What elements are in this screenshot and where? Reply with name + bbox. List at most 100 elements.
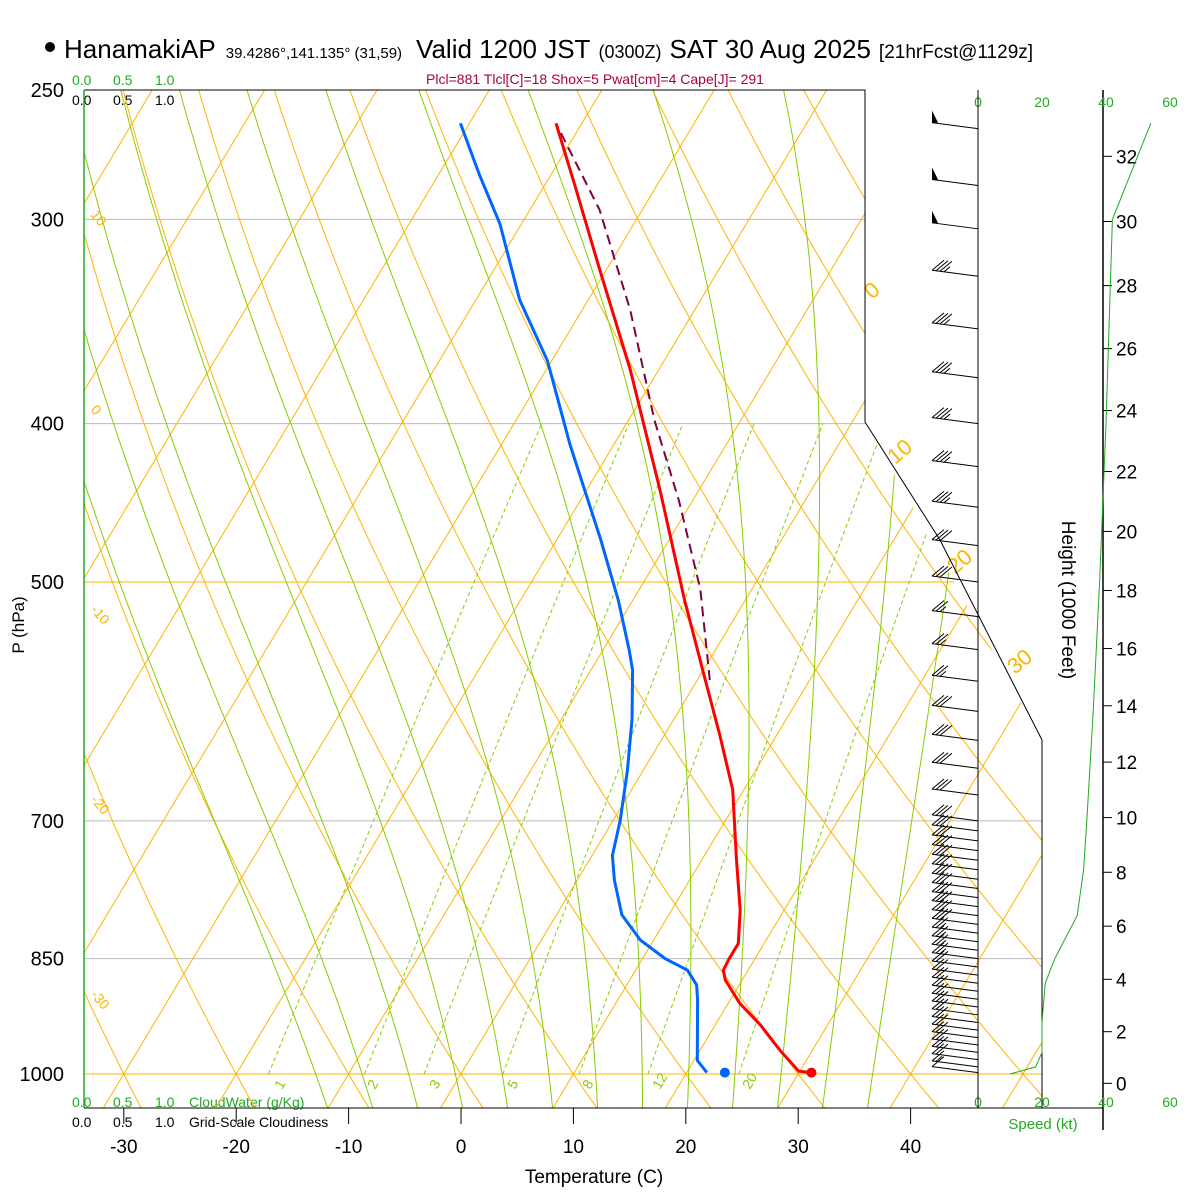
- cloud-top-green-2: 1.0: [155, 72, 175, 88]
- moist-adiabat-line: [171, 90, 509, 1108]
- barb-feather: [935, 899, 949, 911]
- moist-adiabat-line: [315, 90, 599, 1108]
- wind-barb: [931, 1006, 979, 1023]
- barb-feather: [935, 1043, 949, 1055]
- mixing-ratio-label: 8: [579, 1077, 597, 1092]
- barb-feather: [931, 361, 945, 373]
- height-tick-label: 0: [1116, 1074, 1127, 1095]
- station-coords: 39.4286°,141.135° (31,59): [226, 45, 402, 62]
- barb-feather: [939, 882, 953, 894]
- barb-half-feather: [939, 639, 947, 646]
- barb-staff: [931, 704, 979, 712]
- dry-adiabat-line: [0, 61, 27, 1109]
- wind-barb: [931, 804, 979, 822]
- barb-half-feather: [943, 413, 951, 420]
- height-tick-label: 4: [1116, 970, 1127, 991]
- dry-adiabat-line: [488, 90, 1042, 1108]
- mixing-ratio-line: [364, 423, 630, 1075]
- barb-staff: [931, 814, 979, 822]
- wind-barb: [931, 565, 979, 583]
- barb-staff: [931, 844, 979, 852]
- barb-staff: [931, 935, 979, 943]
- speed-tick-top: 60: [1162, 94, 1178, 110]
- height-tick-label: 30: [1116, 213, 1137, 234]
- wind-barb: [931, 600, 979, 618]
- barb-feather: [931, 633, 945, 645]
- barb-feather: [931, 407, 945, 418]
- barb-feather: [935, 695, 949, 707]
- barb-feather: [931, 998, 945, 1010]
- barb-staff: [931, 900, 979, 908]
- temp-tick-label: 10: [563, 1137, 584, 1158]
- wind-barb: [931, 361, 979, 379]
- mixing-ratio-label: 3: [426, 1077, 444, 1092]
- barb-feather: [939, 408, 953, 419]
- wind-barb: [931, 633, 979, 651]
- wind-barb: [931, 259, 979, 277]
- barb-feather: [931, 916, 945, 928]
- speed-axis-label: Speed (kt): [1008, 1116, 1077, 1133]
- barb-feather: [939, 725, 953, 736]
- barb-feather: [935, 998, 949, 1010]
- x-axis-label: Temperature (C): [525, 1167, 663, 1188]
- cloud-top-black-2: 1.0: [155, 92, 175, 108]
- barb-feather: [939, 891, 953, 903]
- wind-barb: [931, 982, 979, 1000]
- barb-feather: [935, 942, 949, 954]
- wind-barb: [931, 1028, 979, 1046]
- barb-staff: [931, 1023, 979, 1031]
- dry-adiabat-label: 20: [942, 544, 977, 579]
- temp-tick-label: -10: [335, 1137, 362, 1158]
- cloud-top-green-0: 0.0: [72, 72, 92, 88]
- barb-staff: [931, 1008, 979, 1016]
- height-axis-label: Height (1000 Feet): [1057, 521, 1078, 679]
- barb-staff: [931, 960, 979, 968]
- barb-feather: [931, 1021, 945, 1032]
- barb-feather: [935, 633, 949, 645]
- barb-staff: [931, 788, 979, 796]
- height-tick-label: 8: [1116, 863, 1127, 884]
- moist-adiabat-line: [84, 90, 329, 1108]
- wind-barb: [931, 966, 979, 984]
- barb-feather: [935, 951, 949, 962]
- wind-barb: [931, 529, 979, 547]
- barb-staff: [931, 881, 979, 889]
- wind-barb: [931, 958, 979, 976]
- moist-adiabat-line: [643, 90, 750, 1108]
- height-tick-label: 24: [1116, 402, 1138, 423]
- background-lines: [0, 61, 1042, 1109]
- height-tick-label: 2: [1116, 1023, 1127, 1044]
- dry-adiabat-line: [339, 90, 940, 1108]
- barb-staff: [931, 926, 979, 934]
- barb-feather: [931, 908, 945, 919]
- height-tick-label: 12: [1116, 753, 1137, 774]
- barb-feather: [935, 260, 949, 272]
- barb-staff: [931, 1053, 979, 1061]
- barb-feather: [935, 925, 949, 937]
- wind-barb: [931, 210, 979, 230]
- barb-feather: [939, 752, 953, 764]
- barb-staff: [931, 1015, 979, 1023]
- speed-tick-bottom: 60: [1162, 1094, 1178, 1110]
- barb-feather: [939, 362, 953, 374]
- barb-feather: [935, 665, 949, 677]
- wind-barb: [931, 933, 979, 951]
- mixing-ratio-line: [578, 423, 824, 1075]
- temp-tick-label: -30: [110, 1137, 137, 1158]
- wind-barb: [931, 724, 979, 741]
- barb-half-feather: [935, 1055, 943, 1062]
- wind-barb: [931, 407, 979, 425]
- barb-feather: [931, 1050, 945, 1062]
- moist-adiabat-line: [84, 90, 419, 1108]
- wind-barb: [931, 1035, 979, 1053]
- mixing-ratio-line: [738, 423, 967, 1075]
- barb-feather: [935, 1014, 949, 1025]
- barb-feather: [931, 1035, 945, 1047]
- barb-staff: [931, 917, 979, 925]
- barb-feather: [935, 450, 949, 462]
- wind-barb: [931, 890, 979, 908]
- valid-date: SAT 30 Aug 2025: [669, 34, 870, 64]
- barb-feather: [939, 451, 953, 463]
